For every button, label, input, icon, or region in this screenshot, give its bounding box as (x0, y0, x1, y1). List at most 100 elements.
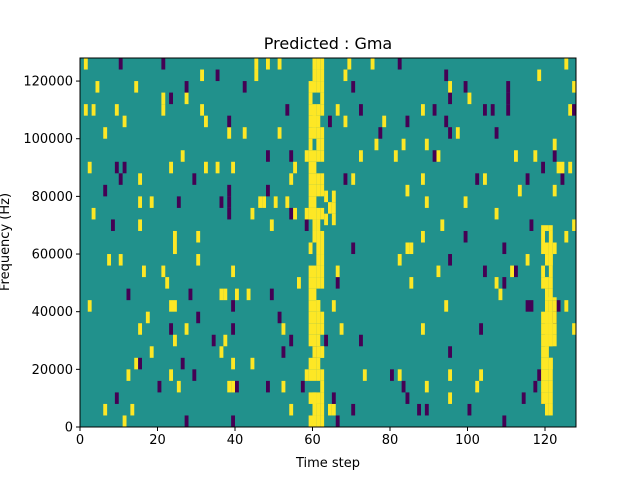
heatmap-cell (227, 127, 232, 139)
heatmap-cell (328, 403, 332, 416)
heatmap-high-cell (312, 346, 317, 358)
heatmap-cell (262, 196, 267, 208)
heatmap-cell (463, 196, 468, 208)
heatmap-cell (134, 357, 139, 370)
heatmap-cell (114, 104, 119, 116)
heatmap-cell (231, 265, 236, 278)
heatmap-high-cell (308, 92, 313, 105)
heatmap-high-cell (316, 415, 321, 427)
heatmap-cell (560, 161, 565, 174)
heatmap-cell (444, 300, 449, 312)
heatmap-cell (122, 161, 127, 174)
heatmap-cell (266, 184, 270, 197)
heatmap-high-cell (308, 150, 313, 162)
heatmap-cell (254, 58, 259, 70)
heatmap-cell (173, 334, 177, 347)
heatmap-cell (498, 288, 503, 301)
heatmap-cells (80, 58, 577, 427)
heatmap-high-cell (316, 150, 321, 162)
heatmap-cell (184, 92, 189, 105)
heatmap-cell (347, 58, 352, 70)
heatmap-high-cell (320, 92, 325, 105)
heatmap-cell (169, 161, 174, 174)
heatmap-high-cell (320, 230, 325, 243)
heatmap-high-cell (545, 323, 549, 335)
heatmap-high-cell (541, 334, 546, 347)
heatmap-cell (362, 369, 367, 381)
heatmap-high-cell (312, 81, 317, 93)
heatmap-high-cell (316, 115, 321, 128)
heatmap-cell (335, 277, 340, 289)
heatmap-high-cell (545, 369, 549, 381)
heatmap-cell (266, 380, 270, 393)
heatmap-cell (401, 380, 406, 393)
heatmap-cell (285, 104, 290, 116)
heatmap-cell (467, 92, 472, 105)
heatmap-cell (126, 369, 131, 381)
heatmap-high-cell (320, 173, 325, 185)
heatmap-high-cell (541, 380, 546, 393)
heatmap-high-cell (552, 311, 557, 324)
heatmap-high-cell (308, 115, 313, 128)
heatmap-cell (424, 196, 429, 208)
heatmap-cell (103, 403, 108, 416)
heatmap-high-cell (548, 369, 553, 381)
heatmap-cell (118, 173, 123, 185)
heatmap-high-cell (312, 230, 317, 243)
heatmap-cell (289, 173, 294, 185)
heatmap-cell (517, 184, 522, 197)
heatmap-cell (463, 81, 468, 93)
heatmap-cell (273, 196, 278, 208)
heatmap-cell (231, 357, 236, 370)
heatmap-cell (83, 104, 88, 116)
heatmap-high-cell (541, 369, 546, 381)
heatmap-cell (506, 92, 511, 105)
heatmap-cell (421, 323, 425, 335)
heatmap-high-cell (312, 265, 317, 278)
heatmap-cell (448, 346, 453, 358)
heatmap-cell (351, 173, 356, 185)
heatmap-high-cell (545, 242, 549, 255)
heatmap-cell (490, 104, 495, 116)
heatmap-cell (169, 369, 174, 381)
heatmap-cell (254, 69, 259, 82)
heatmap-high-cell (316, 300, 321, 312)
x-axis-ticks: 0 20 40 60 80 100 120 (76, 427, 557, 448)
heatmap-high-cell (312, 369, 317, 381)
heatmap-cell (506, 81, 511, 93)
heatmap-cell (219, 346, 224, 358)
heatmap-high-cell (320, 69, 325, 82)
x-axis-label: Time step (295, 456, 360, 471)
heatmap-high-cell (312, 127, 317, 139)
heatmap-cell (529, 219, 534, 231)
heatmap-cell (277, 127, 282, 139)
heatmap-cell (138, 219, 143, 231)
heatmap-cell (514, 150, 518, 162)
heatmap-cell (448, 369, 453, 381)
heatmap-high-cell (548, 265, 553, 278)
heatmap-high-cell (320, 127, 325, 139)
heatmap-cell (200, 69, 205, 82)
heatmap-cell (231, 300, 236, 312)
heatmap-cell (184, 81, 189, 93)
heatmap-high-cell (316, 323, 321, 335)
heatmap-high-cell (308, 173, 313, 185)
heatmap-high-cell (308, 207, 313, 220)
heatmap-high-cell (324, 213, 329, 226)
heatmap-cell (138, 196, 143, 208)
heatmap-high-cell (545, 300, 549, 312)
x-tick-label: 20 (149, 433, 166, 448)
heatmap-high-cell (320, 369, 325, 381)
heatmap-cell (223, 334, 228, 347)
heatmap-cell (564, 300, 569, 312)
heatmap-high-cell (316, 392, 321, 404)
heatmap-cell (215, 69, 220, 82)
heatmap-high-cell (320, 380, 325, 393)
heatmap-high-cell (308, 265, 313, 278)
heatmap-high-cell (316, 334, 321, 347)
heatmap-high-cell (548, 357, 553, 370)
heatmap-cell (494, 277, 499, 289)
heatmap-cell (572, 323, 577, 335)
heatmap-cell (401, 138, 406, 151)
heatmap-cell (343, 115, 348, 128)
